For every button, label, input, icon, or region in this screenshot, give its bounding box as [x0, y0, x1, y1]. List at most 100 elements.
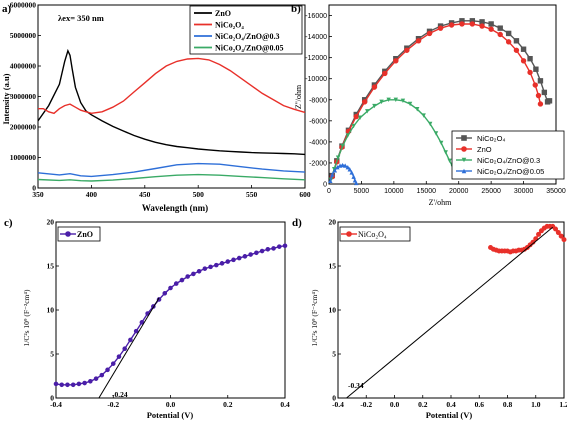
x-tick-label: 25000 [481, 188, 501, 195]
data-point [361, 99, 368, 105]
x-tick-label: -0.2 [107, 400, 119, 409]
x-tick-label: 15000 [417, 188, 437, 195]
y-tick-label: 0 [32, 184, 36, 193]
data-point [404, 47, 410, 53]
x-tick-label: 30000 [514, 188, 534, 195]
data-point [527, 69, 533, 76]
data-point [225, 259, 231, 264]
data-point [553, 226, 559, 232]
data-point [254, 250, 259, 256]
x-tick-label: 20000 [449, 188, 469, 195]
panel-c-plot: -0.4 -0.2 0.0 0.2 0.4 0 5 10 15 20 [47, 218, 290, 410]
y-tick-label: 15 [47, 262, 55, 271]
series-line [38, 57, 306, 115]
legend-box [189, 5, 303, 55]
data-point [328, 178, 333, 184]
data-point [535, 92, 542, 99]
data-point [537, 101, 544, 107]
data-point [335, 164, 340, 170]
legend-label: NiCo₂O₄/ZnO@0.3 [477, 156, 540, 165]
data-point [276, 244, 282, 249]
data-point [93, 376, 99, 381]
data-point [479, 23, 485, 29]
legend-swatch [456, 135, 472, 141]
data-point [353, 113, 359, 120]
series-3 [328, 162, 359, 186]
data-point [448, 22, 455, 28]
legend-label: NiCo₂O₄/ZnO@0.3 [215, 32, 279, 41]
data-point [437, 25, 444, 31]
data-point [513, 38, 520, 44]
data-point [236, 255, 242, 261]
series-2 [37, 162, 306, 178]
data-point [433, 131, 439, 136]
data-point [426, 30, 433, 37]
y-tick-label: 6000000 [10, 1, 37, 10]
data-point [421, 113, 426, 118]
x-tick-label: -0.2 [360, 400, 372, 409]
data-point [128, 337, 133, 343]
panel-d-label: d) [292, 217, 302, 229]
data-point [139, 320, 145, 325]
data-point [343, 163, 348, 168]
data-point [443, 150, 448, 155]
data-point [202, 266, 208, 271]
y-tick-label: 10 [329, 306, 337, 315]
y-tick-label: -12000 [305, 55, 327, 62]
data-point [335, 155, 341, 160]
data-point [133, 328, 139, 334]
data-point [527, 56, 533, 62]
y-tick-label: 20 [329, 218, 337, 227]
x-tick-label: 500 [193, 190, 205, 199]
data-point [497, 31, 503, 38]
x-tick-label: 0 [327, 188, 331, 195]
data-point [179, 277, 185, 283]
data-point [185, 274, 190, 279]
data-point [59, 382, 65, 388]
data-point [168, 285, 173, 291]
data-point [345, 164, 351, 170]
data-point [357, 115, 363, 120]
panel-a-annotation: λex= 350 nm [58, 13, 104, 23]
series-line [330, 99, 458, 181]
data-point [415, 38, 422, 44]
data-point [533, 66, 539, 72]
y-tick-label: -2000 [309, 160, 327, 167]
panel-d-legend: NiCo₂O₄ [339, 226, 411, 242]
series-1 [38, 57, 306, 115]
data-point [469, 21, 476, 27]
data-point [105, 367, 110, 373]
series-0 [488, 223, 567, 255]
data-point [99, 372, 105, 378]
data-point [214, 262, 219, 268]
data-point [340, 143, 345, 149]
panel-b: b) Z'/ohm Z''/ohm 0 5000 10000 15000 20000 25… [291, 3, 566, 207]
series-line [55, 245, 286, 386]
data-point [393, 97, 399, 102]
data-point [439, 140, 444, 146]
data-point [354, 180, 359, 186]
x-tick-label: -0.4 [50, 400, 62, 409]
series-line [37, 162, 306, 178]
x-tick-label: -0.4 [332, 400, 344, 409]
panel-b-label: b) [291, 3, 301, 15]
legend-box [57, 226, 101, 242]
y-tick-label: 3000000 [10, 92, 37, 101]
data-point [340, 162, 345, 168]
data-point [70, 382, 76, 388]
series-1 [346, 226, 554, 399]
data-point [382, 70, 388, 77]
legend-swatch [456, 168, 472, 174]
data-point [372, 103, 377, 109]
data-point [520, 58, 527, 64]
data-point [116, 354, 122, 359]
data-point [371, 84, 378, 90]
series-line [331, 20, 550, 176]
series-3 [37, 173, 306, 182]
data-point [259, 248, 265, 254]
panel-c-annotation: -0.24 [112, 390, 128, 399]
data-point [400, 98, 406, 104]
data-point [488, 21, 494, 27]
data-point [555, 230, 561, 236]
data-point [379, 99, 384, 105]
